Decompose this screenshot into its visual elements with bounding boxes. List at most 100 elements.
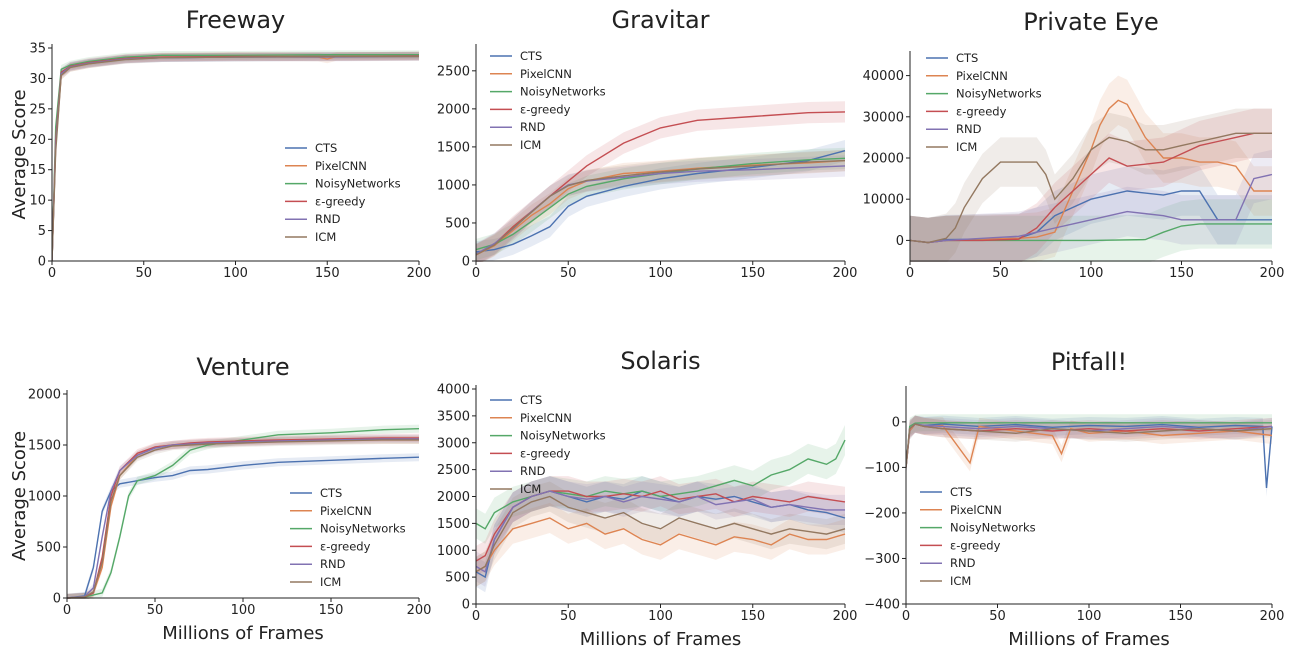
legend-label: ICM [520,138,541,152]
y-tick-label: 1500 [28,439,61,454]
series-band-ICM [476,150,845,266]
y-tick-label: 1000 [28,490,61,505]
y-tick-label: 0 [896,234,904,249]
legend-label: ICM [950,574,971,588]
y-tick-label: 2500 [437,463,470,478]
x-tick-label: 150 [315,266,340,281]
legend-label: CTS [956,51,978,65]
legend-label: NoisyNetworks [520,429,606,443]
legend-label: ICM [315,230,336,244]
legend-label: NoisyNetworks [315,177,401,191]
legend-label: ε-greedy [520,446,571,460]
y-axis-label: Average Score [9,431,30,561]
x-tick-label: 150 [740,266,765,281]
y-tick-label: 500 [445,216,470,231]
y-tick-label: 30000 [863,110,904,125]
legend: CTS PixelCNN NoisyNetworks ε-greedy RND ICM [285,141,401,244]
legend-label: RND [320,557,346,571]
legend-label: NoisyNetworks [956,87,1042,101]
x-tick-label: 100 [223,266,248,281]
legend-label: PixelCNN [950,503,1002,517]
y-tick-label: 1500 [437,517,470,532]
x-tick-label: 200 [1260,266,1285,281]
y-tick-label: 40000 [863,69,904,84]
x-tick-label: 0 [63,603,71,618]
y-tick-label: 35 [29,42,46,57]
x-tick-label: 100 [1079,266,1104,281]
legend-label: PixelCNN [320,504,372,518]
legend-label: PixelCNN [520,67,572,81]
legend-label: PixelCNN [520,411,572,425]
y-tick-label: 0 [462,255,470,270]
y-axis-label: Average Score [9,89,30,219]
x-tick-label: 200 [1260,609,1285,624]
x-tick-label: 200 [407,603,432,618]
legend-label: ε-greedy [320,539,371,553]
chart-title: Venture [196,353,289,381]
legend-label: ICM [520,482,541,496]
y-tick-label: 15 [29,163,46,178]
legend-label: RND [520,464,546,478]
y-tick-label: 0 [892,415,900,430]
y-tick-label: 2000 [28,388,61,403]
x-tick-label: 100 [231,603,256,618]
y-tick-label: 3500 [437,409,470,424]
x-tick-label: 150 [740,609,765,624]
x-tick-label: 200 [833,609,858,624]
legend-label: ε-greedy [315,194,366,208]
legend-label: ICM [956,140,977,154]
legend-label: PixelCNN [315,159,367,173]
y-tick-label: 10 [29,194,46,209]
x-tick-label: 100 [648,266,673,281]
legend-label: NoisyNetworks [520,85,606,99]
x-tick-label: 0 [472,266,480,281]
chart-panel-5: Pitfall!0 50 100 150 200−400−300−200−1000Mil… [864,348,1284,650]
x-axis-label: Millions of Frames [162,623,324,644]
x-tick-label: 50 [989,609,1006,624]
x-axis-label: Millions of Frames [1008,629,1170,650]
legend-label: ε-greedy [950,538,1001,552]
chart-title: Solaris [620,347,700,375]
legend: CTS PixelCNN NoisyNetworks ε-greedy RND ICM [920,485,1036,588]
legend-label: RND [315,212,341,226]
y-tick-label: 0 [462,598,470,613]
x-tick-label: 50 [992,266,1009,281]
legend: CTS PixelCNN NoisyNetworks ε-greedy RND ICM [290,486,406,589]
x-tick-label: 150 [1168,609,1193,624]
legend-label: PixelCNN [956,69,1008,83]
x-tick-label: 0 [906,266,914,281]
y-tick-label: 2000 [437,102,470,117]
legend-label: ICM [320,575,341,589]
x-tick-label: 50 [560,266,577,281]
y-tick-label: 3000 [437,436,470,451]
x-tick-label: 100 [648,609,673,624]
x-tick-label: 100 [1077,609,1102,624]
legend-label: RND [520,120,546,134]
legend-label: CTS [315,141,337,155]
legend-label: CTS [520,393,542,407]
x-tick-label: 0 [48,266,56,281]
chart-title: Private Eye [1023,8,1158,36]
chart-title: Pitfall! [1051,348,1127,376]
y-tick-label: 30 [29,72,46,87]
x-tick-label: 150 [1169,266,1194,281]
legend-label: NoisyNetworks [950,521,1036,535]
y-tick-label: 500 [36,541,61,556]
legend-label: CTS [520,49,542,63]
y-tick-label: −400 [864,598,900,613]
legend-label: CTS [320,486,342,500]
x-tick-label: 0 [472,609,480,624]
legend-label: RND [956,122,982,136]
chart-panel-0: Freeway0 50 100 150 20005101520253035Average… [9,6,431,281]
y-tick-label: 20 [29,133,46,148]
y-tick-label: −100 [864,461,900,476]
y-tick-label: 25 [29,102,46,117]
legend-label: ε-greedy [520,102,571,116]
y-tick-label: 0 [38,255,46,270]
y-tick-label: 20000 [863,152,904,167]
y-tick-label: 5 [38,224,46,239]
y-tick-label: −200 [864,506,900,521]
x-tick-label: 50 [560,609,577,624]
